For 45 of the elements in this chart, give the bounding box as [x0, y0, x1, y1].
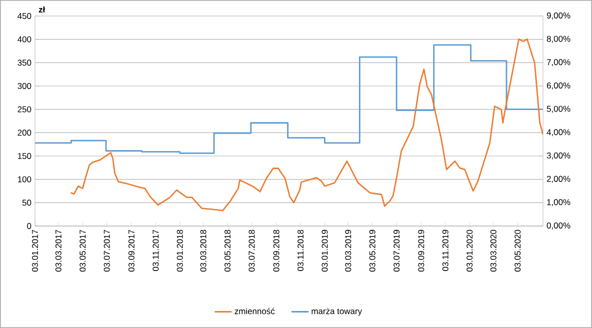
y-tick-label: 350: [18, 60, 32, 66]
x-tick-label: 03.09.2018: [273, 230, 280, 272]
x-tick-label: 03.01.2019: [322, 230, 328, 272]
x-tick-label: 03.03.2020: [490, 230, 496, 272]
x-tick-label: 03.11.2018: [298, 230, 304, 271]
y2-tick-label: 9,00%: [546, 12, 570, 20]
y2-tick-label: 8,00%: [546, 36, 570, 43]
y2-tick-label: 6,00%: [546, 82, 570, 90]
x-tick-label: 03.03.2019: [345, 230, 352, 272]
x-tick-label: 03.07.2019: [394, 230, 400, 272]
x-tick-label: 03.09.2017: [128, 230, 134, 272]
y2-tick-label: 0,00%: [546, 222, 570, 230]
y-tick-label: 50: [22, 200, 32, 206]
x-tick-label: 03.09.2019: [418, 230, 424, 272]
y-tick-label: 400: [18, 36, 32, 42]
x-tick-label: 03.01.2020: [466, 230, 473, 272]
x-tick-label: 03.05.2020: [514, 230, 521, 272]
y-tick-label: 450: [18, 13, 32, 19]
x-tick-label: 03.01.2017: [32, 230, 38, 272]
legend-label: marża towary: [312, 308, 362, 316]
y-tick-label: 0: [27, 223, 32, 229]
line-series: [70, 38, 544, 212]
x-tick-label: 03.05.2019: [369, 230, 376, 272]
y-tick-label: 100: [18, 176, 32, 182]
x-tick-label: 03.05.2018: [224, 230, 230, 272]
y-tick-label: 150: [18, 153, 32, 159]
x-tick-label: 03.11.2019: [442, 230, 448, 271]
y-tick-label: 250: [18, 106, 32, 112]
y2-tick-label: 7,00%: [546, 59, 570, 66]
y2-tick-label: 1,00%: [547, 199, 570, 206]
y2-tick-label: 3,00%: [546, 152, 570, 160]
y-tick-label: 200: [18, 130, 32, 136]
x-tick-label: 03.05.2017: [80, 230, 86, 272]
x-tick-label: 03.03.2018: [200, 230, 206, 272]
y2-tick-label: 2,00%: [546, 176, 570, 183]
legend-label: zmienność: [234, 308, 275, 314]
y2-tick-label: 4,00%: [546, 129, 570, 136]
x-tick-label: 03.01.2018: [176, 230, 183, 272]
x-tick-label: 03.07.2017: [104, 230, 110, 272]
x-tick-label: 03.07.2018: [248, 230, 255, 272]
y2-tick-label: 5,00%: [546, 106, 570, 113]
x-tick-label: 03.11.2017: [152, 230, 159, 271]
y-tick-label: 300: [18, 83, 32, 89]
y-axis-title: zł: [38, 6, 46, 12]
x-tick-label: 03.03.2017: [55, 230, 62, 272]
